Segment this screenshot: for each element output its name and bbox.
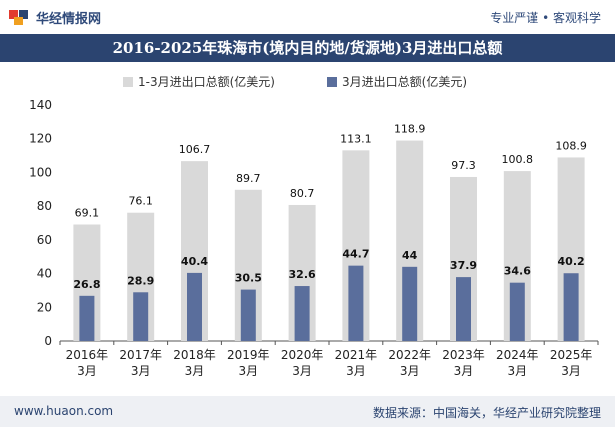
- data-source: 数据来源：中国海关，华经产业研究院整理: [372, 406, 601, 420]
- bar-march: [563, 273, 579, 341]
- data-label-cumulative: 97.3: [451, 159, 476, 172]
- y-tick-label: 140: [29, 98, 52, 112]
- bar-march: [79, 295, 95, 341]
- x-tick-label: 2016年: [66, 348, 109, 362]
- x-tick-label: 2022年: [388, 348, 431, 362]
- x-tick-label: 3月: [238, 364, 258, 378]
- y-tick-label: 20: [37, 300, 52, 314]
- legend-label-march: 3月进出口总额(亿美元): [342, 74, 467, 89]
- huajing-logo-icon: [9, 10, 28, 25]
- data-label-cumulative: 108.9: [555, 139, 587, 152]
- data-label-cumulative: 80.7: [290, 187, 315, 200]
- data-label-cumulative: 76.1: [128, 195, 153, 208]
- x-tick-label: 3月: [185, 364, 205, 378]
- tagline: 专业严谨 • 客观科学: [490, 11, 601, 25]
- bar-march: [509, 282, 525, 341]
- bar-march: [133, 292, 149, 341]
- title-bar: 2016-2025年珠海市(境内目的地/货源地)3月进出口总额: [0, 34, 615, 62]
- y-tick-label: 40: [37, 267, 52, 281]
- data-label-march: 40.2: [558, 255, 585, 268]
- data-label-march: 32.6: [289, 268, 316, 281]
- legend-label-cumulative: 1-3月进出口总额(亿美元): [138, 74, 275, 89]
- data-label-cumulative: 113.1: [340, 132, 372, 145]
- data-label-march: 44: [402, 249, 418, 262]
- bar-chart: 1-3月进出口总额(亿美元) 3月进出口总额(亿美元) 0 20 40 60 80 100 12…: [29, 74, 599, 378]
- bar-march: [187, 272, 202, 341]
- legend-swatch-cumulative: [123, 77, 133, 87]
- y-tick-label: 100: [29, 165, 52, 179]
- data-label-cumulative: 118.9: [394, 123, 426, 136]
- footer: www.huaon.com 数据来源：中国海关，华经产业研究院整理: [0, 396, 615, 427]
- data-label-march: 44.7: [342, 248, 369, 261]
- x-tick-label: 2023年: [442, 348, 485, 362]
- bar-march: [402, 266, 418, 341]
- x-tick-label: 2024年: [496, 348, 539, 362]
- data-label-cumulative: 89.7: [236, 172, 261, 185]
- top-bar: 华经情报网 专业严谨 • 客观科学: [0, 0, 615, 34]
- data-label-march: 37.9: [450, 259, 477, 272]
- website-link[interactable]: www.huaon.com: [14, 404, 114, 418]
- x-tick-label: 2019年: [227, 348, 270, 362]
- x-tick-label: 3月: [77, 364, 97, 378]
- data-label-cumulative: 69.1: [75, 207, 100, 220]
- bar-march: [348, 265, 364, 341]
- x-tick-label: 2020年: [281, 348, 324, 362]
- x-tick-label: 3月: [346, 364, 366, 378]
- x-tick-label: 2021年: [335, 348, 378, 362]
- x-tick-label: 2017年: [119, 348, 162, 362]
- bar-march: [294, 286, 310, 341]
- y-tick-label: 0: [44, 334, 52, 348]
- x-tick-label: 3月: [507, 364, 527, 378]
- data-label-cumulative: 100.8: [502, 153, 534, 166]
- chart-title: 2016-2025年珠海市(境内目的地/货源地)3月进出口总额: [112, 39, 503, 57]
- x-tick-label: 3月: [131, 364, 151, 378]
- x-tick-label: 2018年: [173, 348, 216, 362]
- data-label-cumulative: 106.7: [179, 143, 211, 156]
- x-tick-label: 3月: [400, 364, 420, 378]
- y-tick-label: 80: [37, 199, 52, 213]
- y-tick-label: 120: [29, 132, 52, 146]
- x-tick-label: 3月: [292, 364, 312, 378]
- data-label-march: 26.8: [73, 278, 100, 291]
- data-label-march: 30.5: [235, 272, 262, 285]
- data-label-march: 40.4: [181, 255, 208, 268]
- data-label-march: 34.6: [504, 265, 531, 278]
- y-tick-label: 60: [37, 233, 52, 247]
- x-tick-label: 2025年: [550, 348, 593, 362]
- data-label-march: 28.9: [127, 274, 154, 287]
- legend-swatch-march: [327, 77, 337, 87]
- brand-name: 华经情报网: [36, 12, 102, 27]
- x-tick-label: 3月: [561, 364, 581, 378]
- bar-march: [456, 277, 471, 341]
- x-tick-label: 3月: [454, 364, 474, 378]
- bar-march: [240, 289, 256, 341]
